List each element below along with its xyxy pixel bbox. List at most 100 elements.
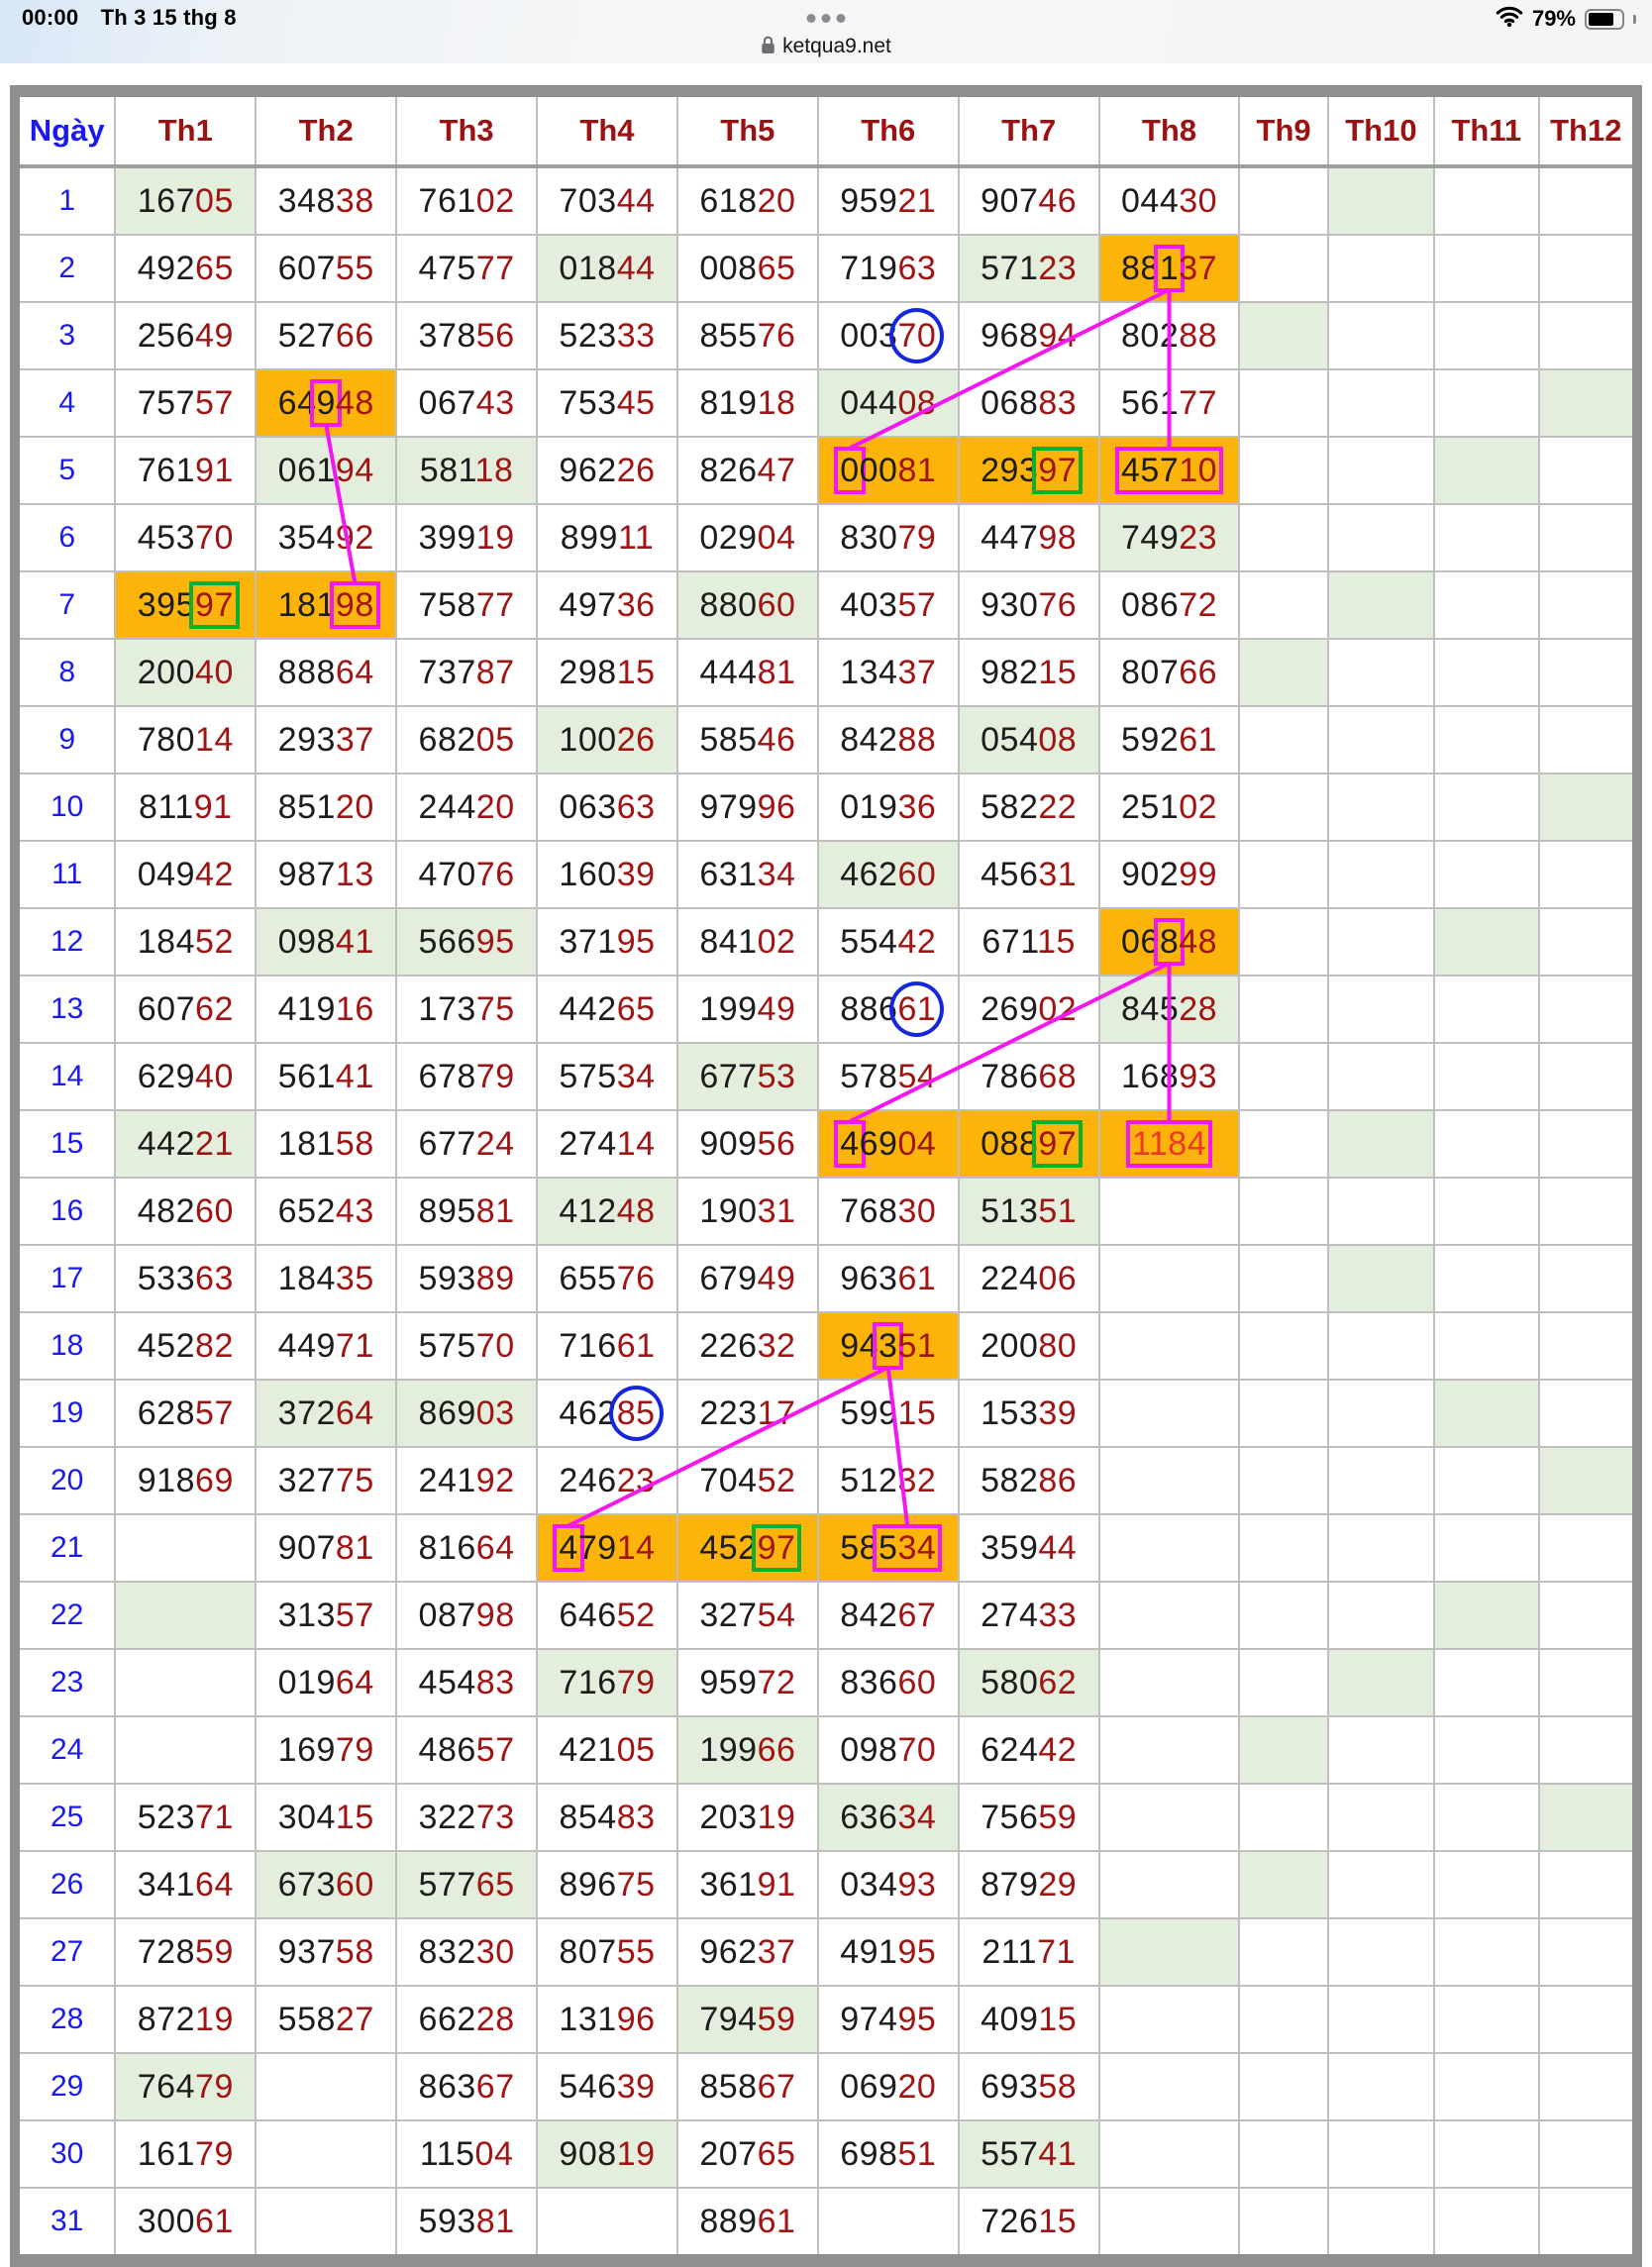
result-cell: 86367 — [396, 2053, 537, 2120]
result-cell: 75659 — [959, 1784, 1099, 1851]
result-cell: 90299 — [1099, 841, 1240, 908]
result-cell: 40357 — [818, 571, 959, 639]
result-cell: 32754 — [677, 1582, 818, 1649]
result-cell: 79459 — [677, 1986, 818, 2053]
result-cell: 68205 — [396, 706, 537, 773]
result-cell: 58062 — [959, 1649, 1099, 1716]
result-cell-empty — [1434, 706, 1538, 773]
result-cell-empty — [1328, 1043, 1434, 1110]
battery-percent: 79% — [1532, 6, 1576, 32]
result-cell-empty — [1328, 1986, 1434, 2053]
result-cell-empty — [1539, 1649, 1637, 1716]
address-bar[interactable]: ketqua9.net — [0, 32, 1652, 61]
result-cell: 98713 — [256, 841, 396, 908]
result-cell-empty — [537, 2188, 677, 2261]
result-cell: 52333 — [537, 302, 677, 369]
result-cell: 63134 — [677, 841, 818, 908]
result-cell: 59381 — [396, 2188, 537, 2261]
result-cell-empty — [1434, 1043, 1538, 1110]
result-cell-empty — [1328, 976, 1434, 1043]
result-cell-empty — [1434, 1851, 1538, 1918]
result-cell: 86903 — [396, 1380, 537, 1447]
result-cell: 91869 — [115, 1447, 256, 1514]
result-cell: 85120 — [256, 773, 396, 841]
result-cell: 46904 — [818, 1110, 959, 1178]
result-cell: 39597 — [115, 571, 256, 639]
day-label: 12 — [15, 908, 115, 976]
result-cell: 09841 — [256, 908, 396, 976]
result-cell: 16979 — [256, 1716, 396, 1784]
result-cell: 96226 — [537, 437, 677, 504]
result-cell-empty — [1539, 639, 1637, 706]
result-cell-empty — [1434, 2188, 1538, 2261]
result-cell: 55741 — [959, 2120, 1099, 2188]
result-cell: 22632 — [677, 1312, 818, 1380]
result-cell: 74923 — [1099, 504, 1240, 571]
result-cell-empty — [1434, 235, 1538, 302]
result-cell: 08672 — [1099, 571, 1240, 639]
result-cell: 72615 — [959, 2188, 1099, 2261]
result-cell: 00081 — [818, 437, 959, 504]
result-cell: 96361 — [818, 1245, 959, 1312]
result-cell: 83660 — [818, 1649, 959, 1716]
result-cell: 21171 — [959, 1918, 1099, 1986]
result-cell-empty — [1099, 1649, 1240, 1716]
result-cell: 41916 — [256, 976, 396, 1043]
result-cell: 87929 — [959, 1851, 1099, 1918]
result-cell: 95921 — [818, 166, 959, 235]
tab-overflow-dots[interactable] — [807, 14, 846, 23]
result-cell: 03493 — [818, 1851, 959, 1918]
result-cell-empty — [1328, 235, 1434, 302]
result-cell: 59261 — [1099, 706, 1240, 773]
result-cell: 65576 — [537, 1245, 677, 1312]
result-cell: 72859 — [115, 1918, 256, 1986]
result-cell: 90746 — [959, 166, 1099, 235]
day-label: 8 — [15, 639, 115, 706]
result-cell: 55827 — [256, 1986, 396, 2053]
result-cell: 06743 — [396, 369, 537, 437]
day-label: 15 — [15, 1110, 115, 1178]
day-label: 5 — [15, 437, 115, 504]
result-cell: 13437 — [818, 639, 959, 706]
result-cell: 95972 — [677, 1649, 818, 1716]
result-cell-empty — [1328, 166, 1434, 235]
status-date: Th 3 15 thg 8 — [101, 5, 237, 30]
day-label: 9 — [15, 706, 115, 773]
result-cell: 83079 — [818, 504, 959, 571]
result-cell: 02904 — [677, 504, 818, 571]
result-cell: 41248 — [537, 1178, 677, 1245]
result-cell: 16179 — [115, 2120, 256, 2188]
result-cell: 64948 — [256, 369, 396, 437]
result-cell: 59389 — [396, 1245, 537, 1312]
lock-icon — [761, 35, 775, 59]
day-label: 11 — [15, 841, 115, 908]
result-cell: 98215 — [959, 639, 1099, 706]
result-cell: 85867 — [677, 2053, 818, 2120]
result-cell: 63634 — [818, 1784, 959, 1851]
result-cell: 20080 — [959, 1312, 1099, 1380]
result-cell-empty — [1539, 504, 1637, 571]
result-cell: 76102 — [396, 166, 537, 235]
result-cell: 32273 — [396, 1784, 537, 1851]
day-label: 7 — [15, 571, 115, 639]
result-cell-empty — [1434, 639, 1538, 706]
result-cell-empty — [1434, 1380, 1538, 1447]
result-cell: 94351 — [818, 1312, 959, 1380]
result-cell-empty — [1434, 1918, 1538, 1986]
result-cell: 73787 — [396, 639, 537, 706]
result-cell: 88661 — [818, 976, 959, 1043]
day-label: 31 — [15, 2188, 115, 2261]
result-cell-empty — [1328, 639, 1434, 706]
result-cell: 67360 — [256, 1851, 396, 1918]
result-cell: 75757 — [115, 369, 256, 437]
result-cell: 16039 — [537, 841, 677, 908]
result-cell-empty — [115, 1716, 256, 1784]
result-cell-empty — [1239, 841, 1327, 908]
result-cell: 01844 — [537, 235, 677, 302]
result-cell: 08897 — [959, 1110, 1099, 1178]
